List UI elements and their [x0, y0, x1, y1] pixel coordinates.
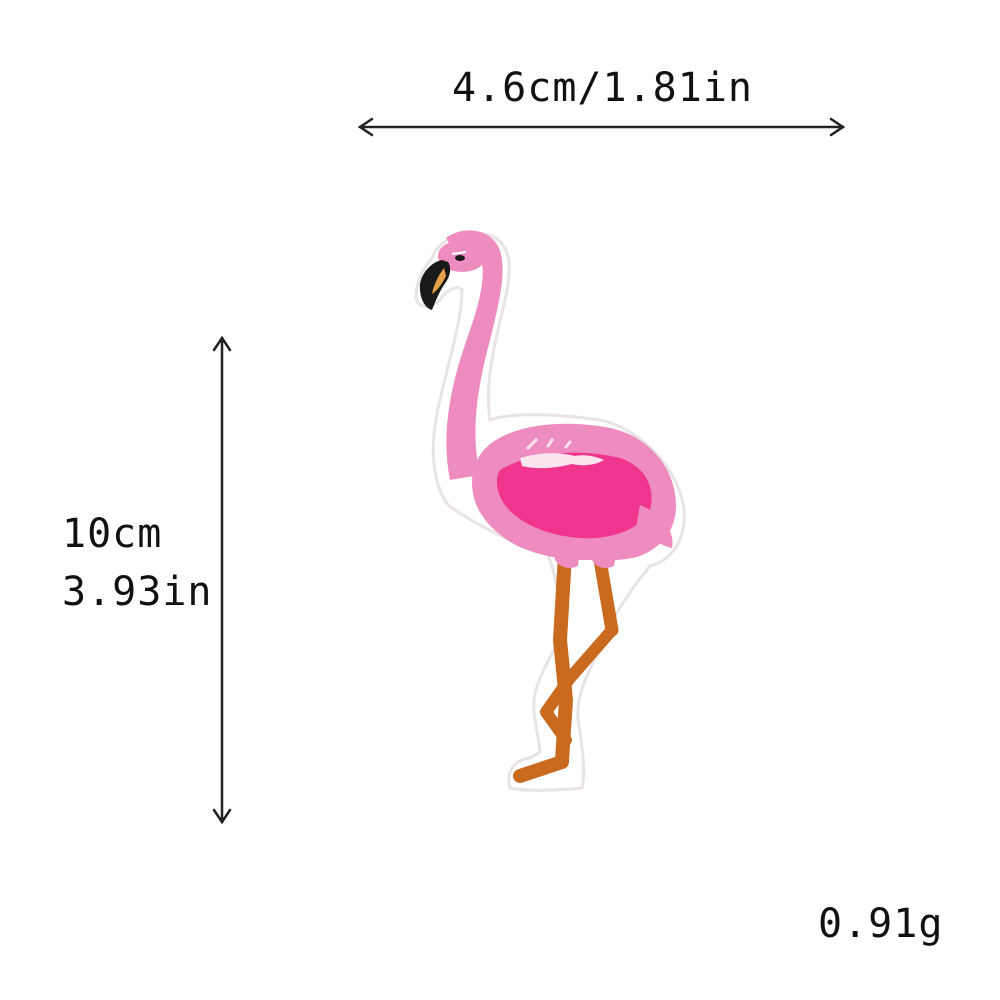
width-arrow	[357, 117, 846, 137]
flamingo-neck	[446, 230, 503, 480]
height-dimension-in-label: 3.93in	[62, 569, 213, 615]
height-arrow	[212, 335, 232, 825]
flamingo-body	[472, 423, 676, 568]
flamingo-legs	[513, 548, 619, 783]
weight-label: 0.91g	[818, 901, 944, 947]
flamingo-patch-icon	[414, 230, 686, 792]
height-dimension-cm-label: 10cm	[62, 511, 163, 557]
flamingo-beak	[419, 260, 451, 310]
flamingo-head	[438, 240, 486, 272]
width-dimension-label: 4.6cm/1.81in	[452, 65, 753, 111]
